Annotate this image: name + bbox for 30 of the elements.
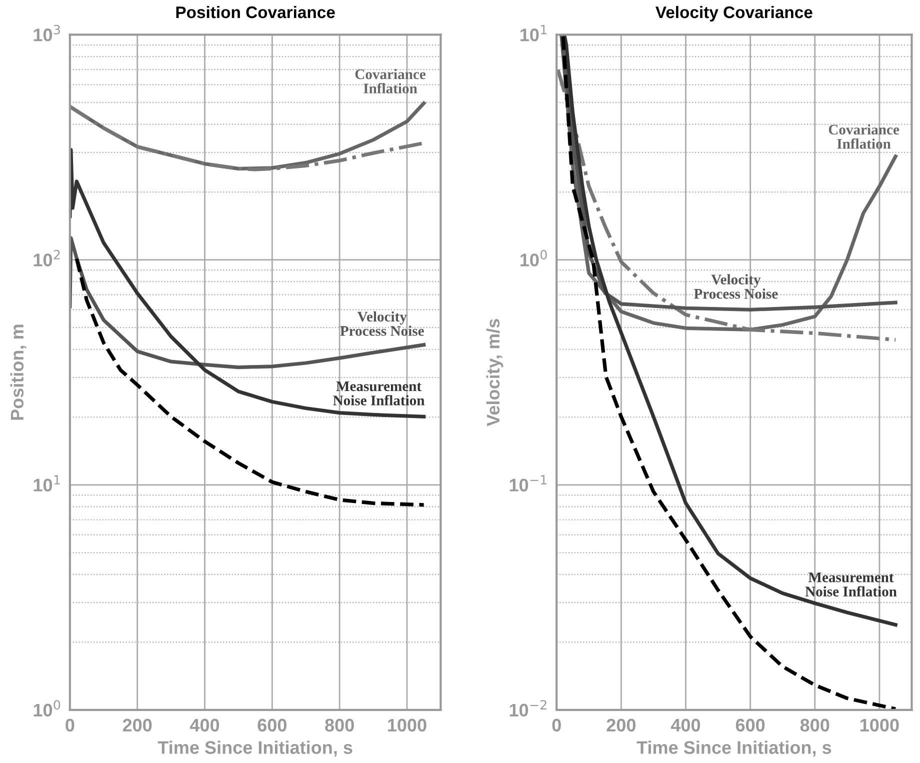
y-tick-label: 10$^{0}$ <box>34 700 60 717</box>
x-axis-title: Time Since Initiation, s <box>158 740 352 757</box>
y-tick-label: 10$^{3}$ <box>34 24 60 42</box>
x-axis-title: Time Since Initiation, s <box>636 740 832 757</box>
chart-title: Velocity Covariance <box>656 6 812 22</box>
y-tick-label: 10$^{0}$ <box>520 250 547 266</box>
series-label: Velocity Process Noise <box>694 274 778 299</box>
chart-title: Position Covariance <box>176 6 335 18</box>
x-tick-label: 600 <box>736 718 765 732</box>
y-tick-label: 10$^{1}$ <box>34 475 60 492</box>
x-tick-label: 0 <box>66 718 74 732</box>
y-axis-title: Position, m <box>10 324 26 420</box>
y-tick-label: 10$^{1}$ <box>520 25 547 42</box>
y-tick-label: 10$^{2}$ <box>34 250 60 266</box>
x-tick-label: 200 <box>606 718 636 732</box>
x-tick-label: 1000 <box>860 718 899 732</box>
series-label: Velocity Process Noise <box>340 311 424 336</box>
series-label: Measurement Noise Inflation <box>805 572 897 596</box>
x-tick-label: 800 <box>800 718 830 732</box>
x-tick-label: 1000 <box>388 718 426 732</box>
series-label: Measurement Noise Inflation <box>333 381 425 406</box>
x-tick-label: 800 <box>325 718 354 732</box>
y-axis-title: Velocity, m/s <box>486 319 504 426</box>
y-tick-label: 10$^{−2}$ <box>510 700 546 717</box>
x-tick-label: 0 <box>552 718 561 732</box>
y-tick-label: 10$^{−1}$ <box>510 475 546 492</box>
x-tick-label: 600 <box>258 718 286 732</box>
x-tick-label: 200 <box>122 718 152 732</box>
x-tick-label: 400 <box>670 718 700 732</box>
x-tick-label: 400 <box>190 718 220 732</box>
